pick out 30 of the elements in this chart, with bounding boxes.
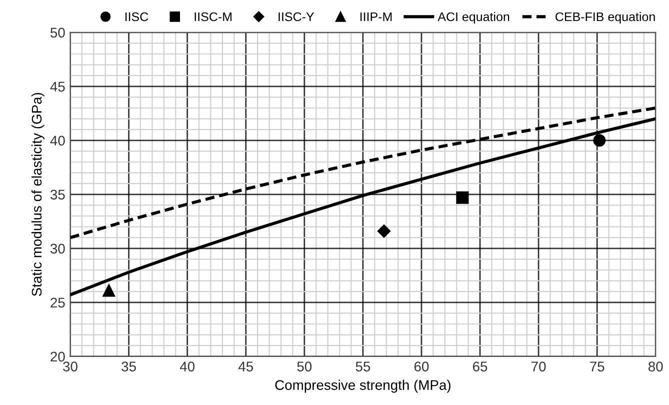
x-tick-label: 35 xyxy=(122,362,136,372)
point xyxy=(593,134,606,147)
point xyxy=(456,191,469,204)
x-tick-label: 45 xyxy=(238,362,253,372)
x-tick-label: 55 xyxy=(356,362,370,372)
y-tick-label: 35 xyxy=(50,190,65,200)
x-tick-label: 60 xyxy=(414,362,429,372)
legend-label: IIIP-M xyxy=(360,12,392,22)
legend-label: IISC-M xyxy=(194,12,232,22)
x-tick-label: 65 xyxy=(472,362,488,372)
y-tick-label: 20 xyxy=(50,352,65,362)
x-tick-label: 70 xyxy=(532,362,546,372)
legend-label: CEB-FIB equation xyxy=(556,12,655,24)
y-tick-label: 30 xyxy=(50,244,65,254)
x-axis-title: Compressive strength (MPa) xyxy=(275,380,450,393)
x-tick-label: 80 xyxy=(648,362,663,372)
point xyxy=(102,284,116,297)
y-tick-label: 25 xyxy=(50,298,65,308)
legend-label: ACI equation xyxy=(438,12,510,24)
x-tick-label: 50 xyxy=(297,362,312,372)
y-tick-label: 45 xyxy=(50,82,65,92)
y-tick-label: 40 xyxy=(50,136,65,146)
legend-label: IISC-Y xyxy=(278,12,314,22)
x-tick-label: 30 xyxy=(63,362,78,372)
point xyxy=(377,224,391,238)
x-tick-label: 40 xyxy=(180,362,194,372)
x-tick-label: 75 xyxy=(590,362,604,372)
legend-label: IISC xyxy=(125,12,148,22)
y-tick-label: 50 xyxy=(50,28,65,38)
y-axis-title: Static modulus of elasticity (GPa) xyxy=(31,92,44,296)
